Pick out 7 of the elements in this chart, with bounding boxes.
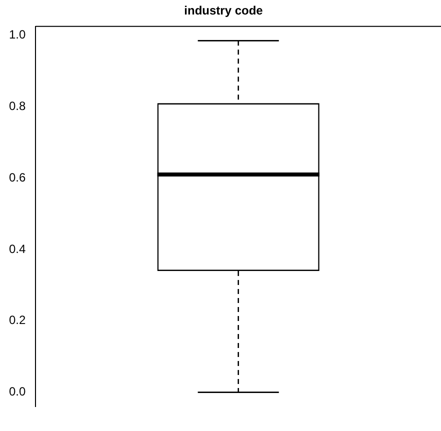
y-tick-label: 1.0	[8, 28, 26, 42]
y-tick-label: 0.4	[8, 242, 26, 256]
y-tick-label: 0.2	[8, 313, 26, 328]
y-tick-label: 0.0	[8, 384, 26, 399]
y-tick-label: 0.6	[8, 170, 26, 184]
y-tick-label: 0.8	[8, 99, 26, 114]
chart-title: industry code	[184, 4, 264, 18]
